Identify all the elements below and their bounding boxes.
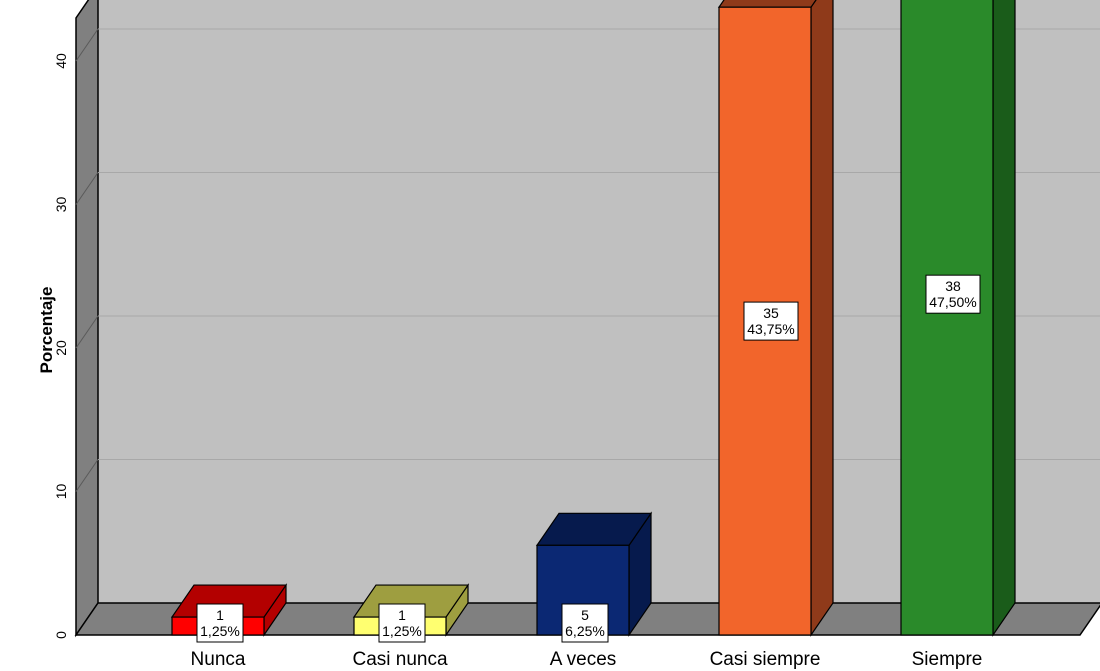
data-label: 11,25% [196,603,244,643]
data-label-box [743,301,799,341]
bar-side [992,0,1016,637]
bar-siempre [900,0,1016,637]
category-labels: Nunca Casi nunca A veces Casi siempre Siempr… [191,649,983,670]
data-label-count: 38 [945,278,961,294]
gridline-side [75,172,99,205]
x-category-label: Nunca [191,649,246,670]
x-category-label: Casi nunca [352,649,447,670]
y-tick-label: 0 [53,631,69,639]
bar-front [900,0,994,636]
y-tick-label: 40 [53,53,69,69]
data-label-box [378,603,426,643]
bar-a-veces [535,511,653,637]
y-axis-ticks: 0 10 20 30 40 [53,53,69,639]
data-label: 56,25% [561,603,609,643]
gridline-side [75,315,99,349]
data-label: 11,25% [378,603,426,643]
gridline-side [75,459,99,492]
y-axis-title: Porcentaje [37,287,56,374]
data-label-percent: 1,25% [382,623,422,639]
y-tick-label: 30 [53,197,69,213]
side-wall [75,0,99,638]
data-label-count: 1 [216,607,224,623]
x-category-label: Siempre [912,649,983,670]
data-label-percent: 6,25% [565,623,605,639]
y-tick-label: 10 [53,484,69,500]
back-wall [98,0,1100,603]
data-label-box [196,603,244,643]
data-label-count: 1 [398,607,406,623]
data-label-count: 5 [581,607,589,623]
data-label-count: 35 [763,305,779,321]
gridline-side [75,28,99,62]
data-label-box [561,603,609,643]
y-tick-label: 20 [53,340,69,356]
data-label-box [925,274,981,314]
x-category-label: A veces [550,649,617,670]
x-category-label: Casi siempre [710,649,821,670]
bar-side [810,0,834,637]
data-label-percent: 1,25% [200,623,240,639]
data-label-percent: 43,75% [747,321,794,337]
data-label-percent: 47,50% [929,294,976,310]
